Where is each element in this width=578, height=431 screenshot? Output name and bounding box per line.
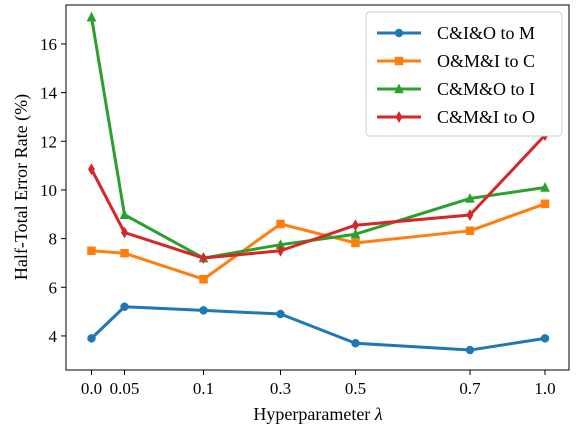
x-tick-label: 1.0 (534, 379, 555, 398)
data-point (466, 208, 474, 221)
data-point (121, 226, 128, 239)
data-point (540, 334, 550, 343)
x-tick-label: 0.0 (81, 379, 102, 398)
legend-entry-3: C&M&O to I (377, 79, 535, 99)
legend-label: C&I&O to M (437, 23, 535, 43)
y-tick-label: 4 (49, 327, 58, 346)
data-point (465, 345, 475, 355)
data-point (352, 219, 359, 232)
y-tick-label: 10 (40, 181, 57, 200)
legend-marker (394, 83, 404, 94)
y-tick-label: 12 (40, 132, 57, 151)
data-point (277, 244, 284, 257)
x-tick-label: 0.1 (193, 379, 214, 398)
data-point (87, 246, 96, 256)
data-point (88, 163, 95, 176)
plot-area (86, 11, 550, 355)
data-point (351, 238, 360, 248)
data-point (465, 226, 475, 236)
data-point (540, 199, 550, 209)
x-axis-ticks: 0.0 0.05 0.1 0.3 0.5 0.7 1.0 (81, 370, 556, 398)
x-tick-label: 0.5 (345, 379, 366, 398)
lambda-symbol: λ (374, 404, 383, 424)
series-line (91, 202, 546, 281)
y-axis-ticks: 4 6 8 10 12 14 16 (40, 35, 66, 346)
data-point (540, 181, 550, 192)
y-tick-label: 14 (40, 84, 58, 103)
legend-marker (395, 111, 403, 123)
data-point (86, 11, 97, 22)
x-tick-label: 0.3 (270, 379, 291, 398)
data-point (351, 338, 360, 348)
plot-frame (65, 4, 570, 371)
y-tick-label: 6 (49, 278, 58, 297)
series-2 (87, 199, 550, 284)
legend-entry-4: C&M&I to O (377, 107, 535, 127)
data-point (465, 192, 475, 203)
y-axis-label: Half-Total Error Rate (%) (11, 94, 32, 280)
data-point (350, 228, 361, 239)
data-point (200, 252, 207, 265)
x-tick-label: 0.7 (459, 379, 481, 398)
data-point (120, 248, 129, 258)
y-tick-label: 16 (40, 35, 57, 54)
legend-marker (394, 28, 404, 38)
series-line (90, 305, 546, 352)
y-tick-label: 8 (49, 230, 58, 249)
series-4 (88, 129, 549, 265)
legend-marker (394, 56, 404, 66)
x-tick-label: 0.05 (110, 379, 140, 398)
data-point (199, 306, 208, 315)
series-3 (86, 11, 550, 263)
series-1 (87, 302, 550, 355)
legend-entry-2: O&M&I to C (377, 51, 535, 71)
legend: C&I&O to M O&M&I to C C&M&O to I C&M&I to O (365, 11, 563, 137)
data-point (87, 334, 96, 343)
legend-label: C&M&O to I (437, 79, 535, 99)
data-point (120, 302, 129, 311)
legend-label: C&M&I to O (437, 107, 535, 127)
legend-entry-1: C&I&O to M (377, 23, 535, 43)
legend-box (365, 11, 563, 137)
data-point (119, 209, 130, 220)
data-point (276, 219, 285, 229)
legend-label: O&M&I to C (437, 51, 535, 71)
x-axis-label: Hyperparameter λ (253, 404, 382, 424)
data-point (199, 274, 208, 284)
data-point (276, 309, 285, 319)
